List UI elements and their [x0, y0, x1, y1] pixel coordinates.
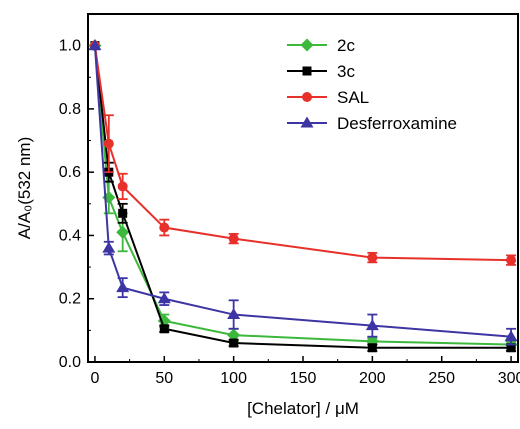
data-point — [229, 338, 239, 348]
x-tick-label: 300 — [498, 370, 520, 387]
series-2c — [88, 39, 518, 352]
data-point — [159, 222, 170, 233]
legend-swatch-marker — [300, 38, 314, 52]
series-line — [93, 45, 512, 346]
data-point — [88, 39, 102, 51]
data-point — [157, 292, 171, 304]
data-point — [116, 225, 130, 239]
axis-ticks: 0 50 100 150 200 250 300 0.0 0.2 0.4 0.6 0.8 1.0 — [59, 13, 520, 387]
x-tick-label: 250 — [428, 370, 455, 387]
x-tick-label: 50 — [155, 370, 173, 387]
x-tick-label: 200 — [359, 370, 386, 387]
data-point — [103, 138, 114, 149]
y-tick-label: 0.4 — [59, 227, 81, 244]
data-point — [367, 252, 378, 263]
y-tick-label: 0.0 — [59, 354, 81, 371]
data-point — [227, 328, 241, 342]
data-point — [227, 308, 241, 320]
series-sal — [89, 40, 517, 266]
legend-label: 2c — [337, 36, 355, 55]
legend-swatch-marker — [300, 116, 314, 128]
y-tick-label: 0.2 — [59, 291, 81, 308]
series-line — [93, 45, 512, 262]
legend-item-desferroxamine: Desferroxamine — [287, 114, 457, 133]
plot-frame — [87, 13, 519, 363]
legend-label: SAL — [337, 88, 369, 107]
series-3c — [90, 41, 517, 353]
data-point — [117, 181, 128, 192]
x-axis-label: [Chelator] / μM — [247, 399, 359, 418]
series-line — [93, 45, 512, 338]
legend-label: 3c — [337, 62, 355, 81]
plot-border — [87, 13, 519, 363]
legend-item-3c: 3c — [287, 62, 355, 81]
y-tick-label: 1.0 — [59, 38, 81, 55]
y-tick-label: 0.8 — [59, 101, 81, 118]
data-point — [506, 343, 516, 353]
y-tick-label: 0.6 — [59, 164, 81, 181]
data-point — [506, 255, 517, 266]
data-point — [504, 330, 518, 342]
legend-swatch-marker — [302, 66, 312, 76]
legend-label: Desferroxamine — [337, 114, 457, 133]
legend-swatch-marker — [302, 92, 312, 102]
data-point — [118, 208, 128, 218]
data-point — [159, 324, 169, 334]
x-tick-label: 0 — [90, 370, 99, 387]
legend-item-2c: 2c — [287, 36, 355, 55]
x-tick-label: 150 — [290, 370, 317, 387]
data-point — [102, 241, 116, 253]
data-point — [228, 233, 239, 244]
legend-item-sal: SAL — [287, 88, 369, 107]
series-desferroxamine — [88, 39, 518, 346]
legend: 2c 3c SAL Desferroxamine — [287, 36, 457, 133]
x-tick-label: 100 — [220, 370, 247, 387]
series-line — [93, 45, 512, 349]
y-axis-label: A/A₀(532 nm) — [15, 137, 34, 239]
data-point — [116, 281, 130, 293]
series-layer — [88, 39, 518, 353]
data-point — [367, 343, 377, 353]
data-point — [365, 319, 379, 331]
